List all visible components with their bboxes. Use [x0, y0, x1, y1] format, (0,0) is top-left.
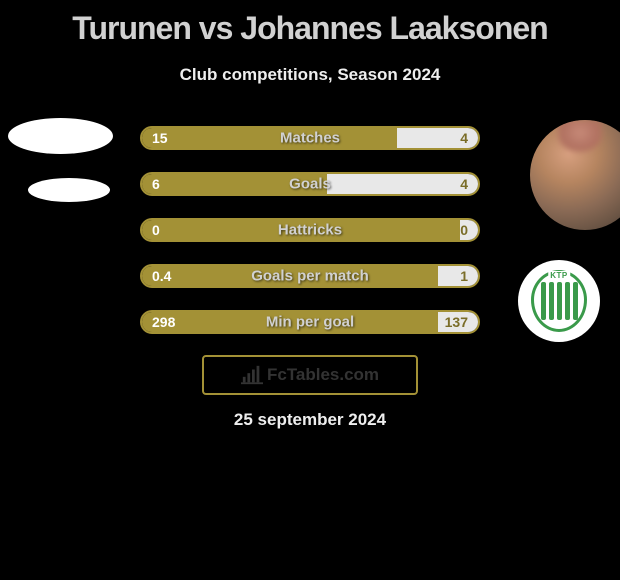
- stat-label: Matches: [280, 130, 340, 147]
- stat-right-value: 1: [438, 266, 478, 286]
- stat-right-value: 137: [438, 312, 478, 332]
- source-text: FcTables.com: [267, 365, 379, 385]
- stat-label: Hattricks: [278, 222, 342, 239]
- stat-right-value: 4: [327, 174, 478, 194]
- stat-label: Goals: [289, 176, 331, 193]
- badge-stripe: [565, 282, 570, 320]
- page-title: Turunen vs Johannes Laaksonen: [0, 0, 620, 47]
- source-badge[interactable]: FcTables.com: [202, 355, 418, 395]
- stat-label: Min per goal: [266, 314, 354, 331]
- comparison-card: Turunen vs Johannes Laaksonen Club compe…: [0, 0, 620, 580]
- stat-left-value: 15: [142, 128, 397, 148]
- right-player-photo: [530, 120, 620, 230]
- subtitle: Club competitions, Season 2024: [0, 65, 620, 85]
- stat-bar-row: 0.41Goals per match: [140, 264, 480, 288]
- stat-bar-row: 298137Min per goal: [140, 310, 480, 334]
- left-team-logo-2: [28, 178, 110, 202]
- stat-bar-row: 154 Matches: [140, 126, 480, 150]
- badge-text: KTP: [548, 271, 570, 280]
- date-label: 25 september 2024: [0, 410, 620, 430]
- stat-bar-row: 00Hattricks: [140, 218, 480, 242]
- right-team-badge: KTP: [518, 260, 600, 342]
- badge-stripe: [557, 282, 562, 320]
- stat-right-value: 0: [460, 220, 478, 240]
- bar-chart-icon: [241, 365, 263, 385]
- badge-stripe: [541, 282, 546, 320]
- stat-right-value: 4: [397, 128, 478, 148]
- badge-stripe: [573, 282, 578, 320]
- stat-bar-row: 64Goals: [140, 172, 480, 196]
- ktp-shield-icon: KTP: [531, 270, 587, 332]
- left-team-logo-1: [8, 118, 113, 154]
- badge-stripe: [549, 282, 554, 320]
- stat-label: Goals per match: [251, 268, 369, 285]
- stat-bars: 154Matches64Goals00Hattricks0.41Goals pe…: [140, 126, 480, 356]
